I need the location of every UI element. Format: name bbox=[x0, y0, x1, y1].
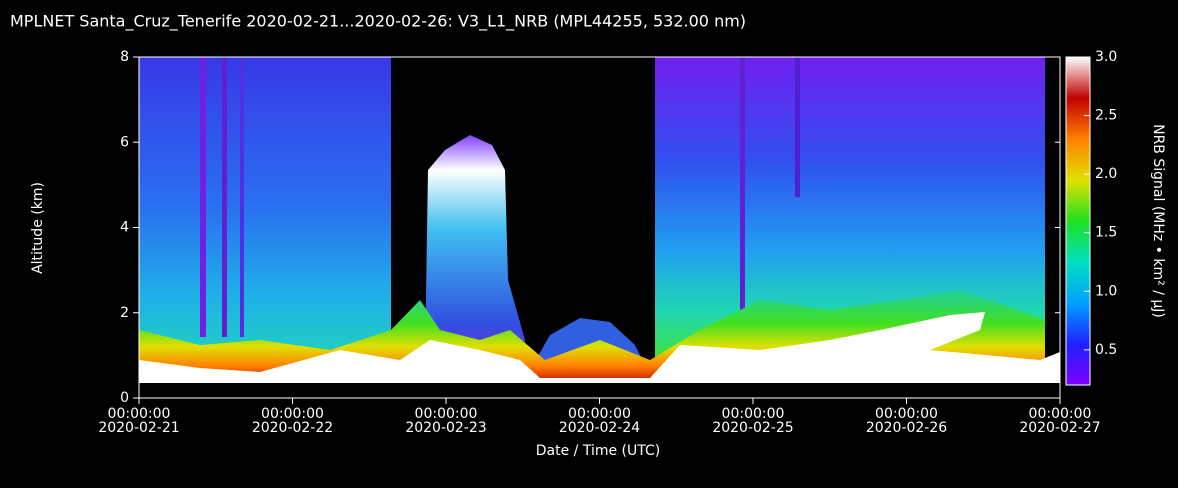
y-tick-label: 2 bbox=[120, 305, 129, 321]
signal-strip bbox=[240, 57, 244, 337]
x-tick-label: 2020-02-24 bbox=[559, 420, 640, 436]
colorbar-frame bbox=[1065, 56, 1091, 386]
no-data-band bbox=[139, 383, 1060, 396]
clear-region bbox=[1045, 57, 1060, 357]
y-tick-label: 8 bbox=[120, 49, 129, 65]
signal-strip bbox=[222, 57, 227, 337]
x-tick-label: 2020-02-22 bbox=[252, 420, 333, 436]
y-tick-label: 4 bbox=[120, 220, 129, 236]
colorbar-tick-label: 0.5 bbox=[1095, 342, 1117, 358]
colorbar-tick-label: 2.5 bbox=[1095, 108, 1117, 124]
x-tick-label: 00:00:00 bbox=[875, 406, 938, 422]
heatmap-image bbox=[139, 57, 1060, 398]
x-tick-label: 00:00:00 bbox=[1029, 406, 1092, 422]
y-tick-label: 0 bbox=[120, 390, 129, 406]
colorbar-tick-label: 2.0 bbox=[1095, 166, 1117, 182]
x-tick-label: 00:00:00 bbox=[261, 406, 324, 422]
x-axis-label: Date / Time (UTC) bbox=[536, 443, 660, 459]
colorbar-tick-label: 1.5 bbox=[1095, 225, 1117, 241]
signal-strip bbox=[740, 57, 745, 317]
colorbar bbox=[1066, 57, 1090, 385]
x-tick-label: 2020-02-25 bbox=[712, 420, 793, 436]
x-tick-label: 2020-02-21 bbox=[98, 420, 179, 436]
signal-region bbox=[139, 57, 391, 357]
signal-strip bbox=[795, 57, 800, 197]
y-tick-label: 6 bbox=[120, 134, 129, 150]
y-axis-label: Altitude (km) bbox=[30, 182, 46, 274]
x-tick-label: 2020-02-23 bbox=[405, 420, 486, 436]
clear-region bbox=[391, 57, 660, 370]
colorbar-label: NRB Signal (MHz • km² / μJ) bbox=[1150, 124, 1166, 318]
x-tick-label: 2020-02-26 bbox=[866, 420, 947, 436]
x-tick-label: 00:00:00 bbox=[108, 406, 171, 422]
signal-strip bbox=[200, 57, 206, 337]
x-tick-label: 00:00:00 bbox=[722, 406, 785, 422]
cloud-region bbox=[425, 135, 525, 370]
colorbar-tick-label: 1.0 bbox=[1095, 283, 1117, 299]
x-tick-label: 00:00:00 bbox=[568, 406, 631, 422]
saturated-region bbox=[139, 312, 1060, 383]
x-tick-label: 2020-02-27 bbox=[1019, 420, 1100, 436]
colorbar-tick-label: 3.0 bbox=[1095, 49, 1117, 65]
x-tick-label: 00:00:00 bbox=[415, 406, 478, 422]
chart-title: MPLNET Santa_Cruz_Tenerife 2020-02-21...… bbox=[10, 12, 746, 32]
